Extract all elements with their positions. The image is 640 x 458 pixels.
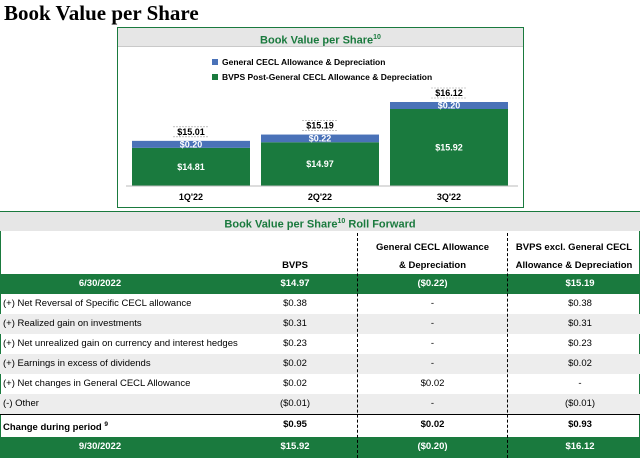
- legend-item-bvps: BVPS Post-General CECL Allowance & Depre…: [212, 69, 432, 84]
- row-label: 6/30/2022: [78, 278, 122, 289]
- row-cecl: -: [430, 338, 435, 349]
- total-label-2: $16.12: [435, 88, 463, 98]
- row-bvps: $0.02: [283, 358, 307, 369]
- row-excl: ($0.01): [564, 398, 596, 409]
- change-label-text: Change during period: [3, 422, 102, 434]
- total-label-0: $15.01: [177, 127, 205, 137]
- col-header-cecl-1: General CECL Allowance: [376, 242, 489, 253]
- bar-cecl-2: [390, 102, 508, 109]
- row-cecl: ($0.20): [417, 441, 448, 452]
- roll-forward-table: Book Value per Share10 Roll Forward BVPS…: [0, 211, 640, 458]
- legend-swatch-blue: [212, 58, 218, 65]
- row-bvps: $0.02: [283, 378, 307, 389]
- table-left-border: [0, 211, 1, 458]
- row-bvps: $0.38: [283, 298, 307, 309]
- row-bvps: $14.97: [280, 278, 310, 289]
- chart-title-text: Book Value per Share: [260, 34, 374, 47]
- x-tick-label-2: 3Q'22: [437, 192, 461, 202]
- table-row: (+) Net Reversal of Specific CECL allowa…: [0, 294, 640, 314]
- row-label: (+) Net Reversal of Specific CECL allowa…: [3, 298, 192, 309]
- x-tick-label-1: 2Q'22: [308, 192, 332, 202]
- bar-bvps-1: [261, 142, 379, 186]
- change-footnote: 9: [104, 421, 108, 428]
- bar-label-bvps-0: $14.81: [177, 162, 205, 172]
- row-cecl: $0.02: [420, 378, 445, 389]
- legend-label-bvps: BVPS Post-General CECL Allowance & Depre…: [222, 71, 433, 82]
- bar-cecl-1: [261, 134, 379, 143]
- col-header-cecl-2: & Depreciation: [398, 260, 467, 271]
- chart-title-footnote: 10: [373, 34, 381, 41]
- row-cecl: -: [430, 298, 435, 309]
- row-bvps: ($0.01): [279, 398, 311, 409]
- row-excl: $0.93: [568, 419, 592, 430]
- row-excl: $0.23: [568, 338, 592, 349]
- row-bvps: $0.23: [283, 338, 307, 349]
- row-cecl: ($0.22): [417, 278, 448, 289]
- bar-label-cecl-1: $0.22: [309, 133, 332, 143]
- bar-cecl-0: [132, 140, 250, 148]
- row-label: (+) Realized gain on investments: [3, 318, 142, 329]
- row-cecl: -: [430, 318, 435, 329]
- bar-label-bvps-2: $15.92: [435, 143, 463, 153]
- row-cecl: -: [430, 358, 435, 369]
- bar-bvps-2: [390, 109, 508, 186]
- table-row: (+) Earnings in excess of dividends $0.0…: [0, 354, 640, 374]
- bar-label-bvps-1: $14.97: [306, 159, 334, 169]
- table-title-text: Book Value per Share: [224, 218, 338, 231]
- row-excl: $16.12: [565, 441, 595, 452]
- row-label: 9/30/2022: [78, 441, 122, 452]
- table-title-suffix: Roll Forward: [345, 218, 416, 231]
- row-bvps: $0.31: [283, 318, 307, 329]
- total-bracket-2: [431, 87, 467, 99]
- row-excl: $0.02: [568, 358, 592, 369]
- col-header-bvps: BVPS: [282, 260, 308, 271]
- page-title: Book Value per Share: [4, 1, 199, 25]
- table-title-footnote: 10: [337, 218, 346, 225]
- row-label: (-) Other: [3, 398, 39, 409]
- table-title: Book Value per Share10 Roll Forward: [0, 211, 640, 231]
- col-header-excl-2: Allowance & Depreciation: [515, 260, 633, 271]
- table-row: (-) Other ($0.01) - ($0.01): [0, 394, 640, 414]
- column-divider-1: [357, 233, 358, 458]
- row-label: (+) Net unrealized gain on currency and …: [3, 338, 238, 349]
- row-label: (+) Earnings in excess of dividends: [3, 358, 151, 369]
- legend-item-cecl: General CECL Allowance & Depreciation: [212, 54, 432, 69]
- legend-swatch-green: [212, 73, 218, 80]
- bar-label-cecl-0: $0.20: [180, 139, 203, 149]
- chart-legend: General CECL Allowance & Depreciation BV…: [212, 54, 432, 84]
- col-header-excl-1: BVPS excl. General CECL: [515, 242, 633, 253]
- row-label: Change during period 9: [3, 415, 108, 438]
- table-row-end: 9/30/2022 $15.92 ($0.20) $16.12: [0, 437, 640, 458]
- total-label-1: $15.19: [306, 121, 334, 131]
- row-bvps: $0.95: [283, 419, 307, 430]
- row-excl: -: [578, 378, 582, 389]
- row-excl: $0.38: [568, 298, 592, 309]
- bar-bvps-0: [132, 147, 250, 186]
- total-bracket-1: [302, 120, 338, 131]
- table-row-start: 6/30/2022 $14.97 ($0.22) $15.19: [0, 274, 640, 294]
- bar-label-cecl-2: $0.20: [438, 101, 461, 111]
- row-cecl: -: [430, 398, 435, 409]
- table-row: (+) Net changes in General CECL Allowanc…: [0, 374, 640, 394]
- table-row: (+) Realized gain on investments $0.31 -…: [0, 314, 640, 334]
- x-tick-label-0: 1Q'22: [179, 192, 203, 202]
- table-row: (+) Net unrealized gain on currency and …: [0, 334, 640, 354]
- chart-title: Book Value per Share10: [118, 28, 523, 47]
- total-bracket-0: [173, 126, 209, 138]
- row-cecl: $0.02: [420, 419, 445, 430]
- row-bvps: $15.92: [280, 441, 310, 452]
- column-divider-2: [507, 233, 508, 458]
- chart-plot: $14.81 $0.20 $15.01 1Q'22 $14.97 $0.22 $15.19 2…: [126, 87, 518, 202]
- row-excl: $0.31: [568, 318, 592, 329]
- bvps-chart: Book Value per Share10 General CECL Allo…: [117, 27, 524, 208]
- table-row-change: Change during period 9 $0.95 $0.02 $0.93: [0, 414, 640, 434]
- row-excl: $15.19: [565, 278, 595, 289]
- legend-label-cecl: General CECL Allowance & Depreciation: [222, 56, 386, 67]
- row-label: (+) Net changes in General CECL Allowanc…: [3, 378, 191, 389]
